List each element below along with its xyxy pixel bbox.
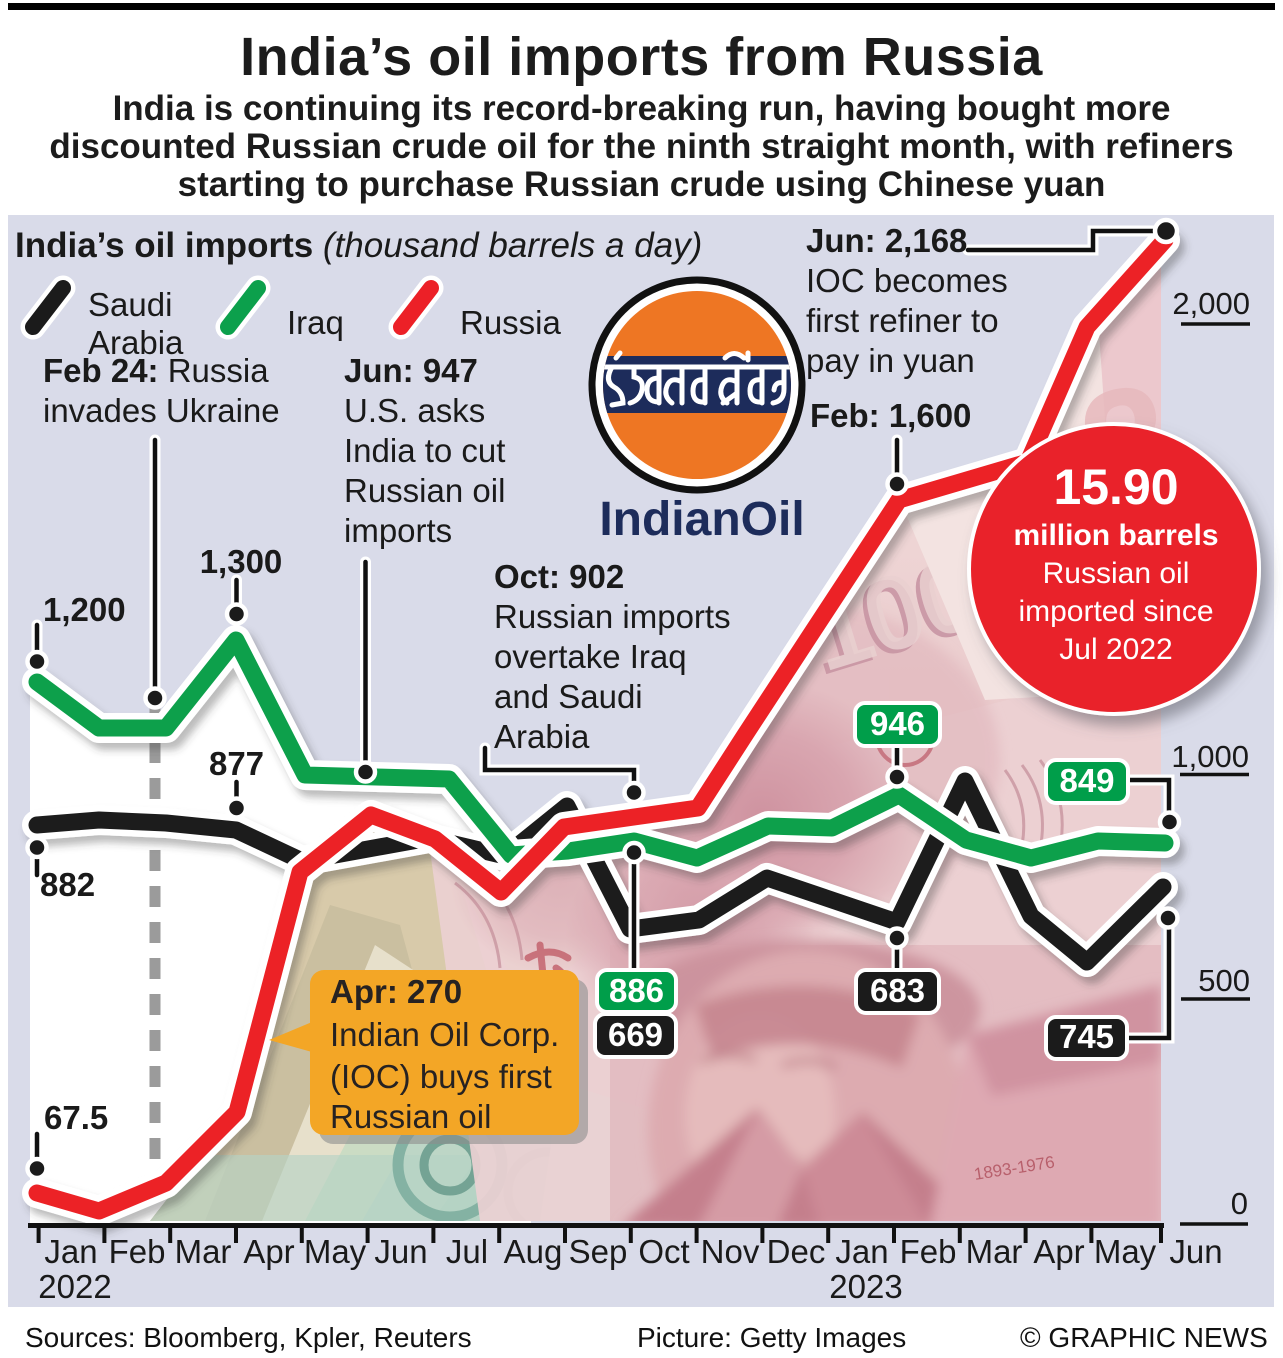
svg-text:Arabia: Arabia: [88, 324, 184, 361]
svg-text:million barrels: million barrels: [1013, 519, 1218, 552]
svg-text:IOC becomes: IOC becomes: [806, 262, 1008, 299]
svg-text:Jul 2022: Jul 2022: [1059, 633, 1172, 666]
svg-text:683: 683: [870, 972, 925, 1009]
svg-text:745: 745: [1059, 1018, 1114, 1055]
svg-text:IndianOil: IndianOil: [599, 493, 804, 546]
svg-text:Russian imports: Russian imports: [494, 598, 731, 635]
svg-text:Oct: Oct: [638, 1233, 689, 1270]
svg-text:(IOC) buys first: (IOC) buys first: [330, 1058, 552, 1095]
svg-text:Apr: Apr: [1033, 1233, 1084, 1270]
svg-text:67.5: 67.5: [44, 1099, 108, 1136]
svg-text:Jun: 947: Jun: 947: [344, 352, 478, 389]
svg-text:15.90: 15.90: [1053, 459, 1178, 515]
svg-text:Apr: 270: Apr: 270: [330, 973, 462, 1010]
svg-text:Arabia: Arabia: [494, 718, 590, 755]
svg-text:Feb 24: Russia: Feb 24: Russia: [43, 352, 269, 389]
svg-text:invades Ukraine: invades Ukraine: [43, 392, 280, 429]
svg-text:2,000: 2,000: [1172, 286, 1250, 321]
svg-text:May: May: [1094, 1233, 1157, 1270]
svg-text:Nov: Nov: [701, 1233, 760, 1270]
svg-text:imported since: imported since: [1018, 595, 1213, 628]
svg-text:Saudi: Saudi: [88, 286, 172, 323]
svg-text:Jan: Jan: [44, 1233, 97, 1270]
svg-text:May: May: [304, 1233, 367, 1270]
svg-text:pay in yuan: pay in yuan: [806, 342, 975, 379]
svg-text:and Saudi: and Saudi: [494, 678, 643, 715]
svg-text:India’s oil imports (thousand: India’s oil imports (thousand barrels a …: [15, 226, 702, 265]
svg-text:2022: 2022: [38, 1268, 111, 1305]
svg-text:imports: imports: [344, 512, 452, 549]
svg-text:Indian Oil Corp.: Indian Oil Corp.: [330, 1016, 559, 1053]
svg-text:877: 877: [209, 745, 264, 782]
svg-text:Jun: Jun: [374, 1233, 427, 1270]
svg-text:Jun: 2,168: Jun: 2,168: [806, 222, 967, 259]
svg-text:882: 882: [40, 866, 95, 903]
svg-text:Feb: Feb: [109, 1233, 166, 1270]
svg-text:first refiner to: first refiner to: [806, 302, 999, 339]
svg-text:Aug: Aug: [504, 1233, 563, 1270]
svg-text:overtake Iraq: overtake Iraq: [494, 638, 687, 675]
svg-text:1,000: 1,000: [1171, 739, 1249, 774]
svg-text:669: 669: [608, 1016, 663, 1053]
svg-text:Iraq: Iraq: [287, 304, 344, 341]
svg-text:Russia: Russia: [460, 304, 562, 341]
svg-text:U.S. asks: U.S. asks: [344, 392, 485, 429]
svg-text:Sep: Sep: [569, 1233, 628, 1270]
svg-text:Apr: Apr: [243, 1233, 294, 1270]
svg-text:Russian oil: Russian oil: [344, 472, 505, 509]
svg-text:Jul: Jul: [446, 1233, 488, 1270]
svg-text:1,300: 1,300: [200, 543, 283, 580]
svg-text:Feb: Feb: [900, 1233, 957, 1270]
svg-text:2023: 2023: [829, 1268, 902, 1305]
svg-text:Russian oil: Russian oil: [330, 1098, 491, 1135]
svg-text:1,200: 1,200: [43, 591, 126, 628]
svg-text:Russian oil: Russian oil: [1043, 557, 1190, 590]
svg-text:500: 500: [1198, 963, 1250, 998]
svg-text:946: 946: [870, 705, 925, 742]
svg-text:Mar: Mar: [175, 1233, 232, 1270]
svg-text:India to cut: India to cut: [344, 432, 505, 469]
svg-text:Oct: 902: Oct: 902: [494, 558, 624, 595]
svg-text:849: 849: [1059, 762, 1114, 799]
svg-text:886: 886: [609, 972, 664, 1009]
svg-text:Dec: Dec: [767, 1233, 826, 1270]
svg-text:Feb: 1,600: Feb: 1,600: [810, 397, 971, 434]
svg-text:Jun: Jun: [1169, 1233, 1222, 1270]
svg-text:Mar: Mar: [966, 1233, 1023, 1270]
svg-text:0: 0: [1231, 1186, 1248, 1221]
svg-text:Jan: Jan: [835, 1233, 888, 1270]
